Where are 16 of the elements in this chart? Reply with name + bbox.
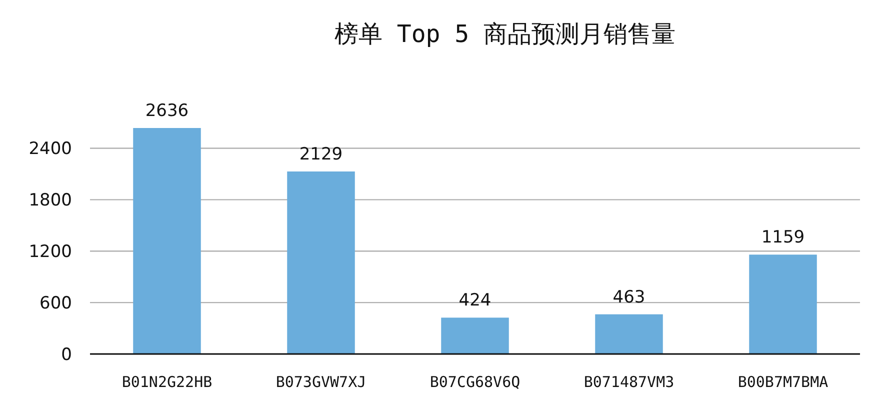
y-tick-label: 1200 xyxy=(28,242,72,262)
x-tick-label: B01N2G22HB xyxy=(122,373,212,391)
y-tick-label: 0 xyxy=(61,345,72,365)
x-tick-label: B073GVW7XJ xyxy=(276,373,366,391)
y-tick-label: 600 xyxy=(40,294,72,314)
data-label: 2636 xyxy=(145,101,189,121)
x-tick-label: B00B7M7BMA xyxy=(738,373,828,391)
data-label: 424 xyxy=(458,290,492,311)
data-label: 463 xyxy=(612,287,646,308)
title: 榜单 Top 5 商品预测月销售量 xyxy=(334,20,676,48)
x-tick-label: B071487VM3 xyxy=(584,373,674,391)
data-label: 2129 xyxy=(299,144,343,164)
data-label: 1159 xyxy=(761,228,805,248)
y-tick-label: 1800 xyxy=(28,190,72,211)
x-tick-label: B07CG68V6Q xyxy=(430,373,520,391)
y-tick-label: 2400 xyxy=(28,139,72,160)
